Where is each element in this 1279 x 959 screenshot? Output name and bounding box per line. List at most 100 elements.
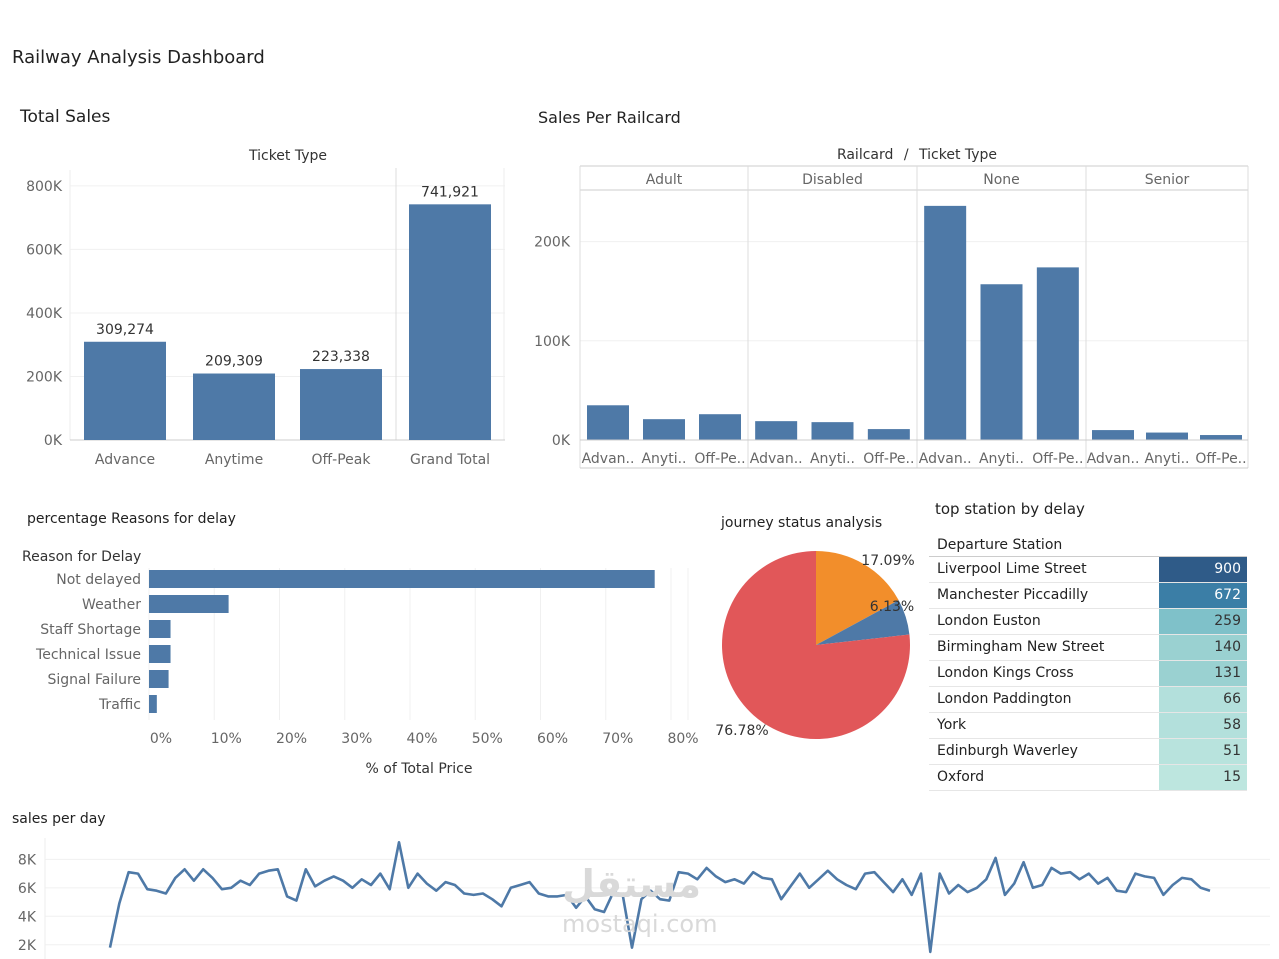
rc-bar[interactable] [1092, 430, 1134, 440]
ts-category-label: Grand Total [410, 452, 490, 468]
rc-category-label: Off-Pe.. [1032, 451, 1083, 467]
station-row[interactable]: Manchester Piccadilly 672 [929, 583, 1247, 609]
station-name: Birmingham New Street [937, 639, 1105, 655]
station-delay-value: 131 [1159, 661, 1247, 686]
dr-xtick: 0% [150, 731, 172, 747]
dr-xtick: 10% [211, 731, 242, 747]
rc-bar[interactable] [811, 422, 854, 440]
pie-label: 6.13% [870, 599, 914, 615]
rc-category-label: Advan.. [919, 451, 972, 467]
rc-category-label: Off-Pe.. [863, 451, 914, 467]
rc-bar[interactable] [1036, 267, 1079, 440]
departure-station-header: Departure Station [929, 532, 1247, 557]
ts-bar[interactable] [84, 341, 166, 440]
station-delay-value: 900 [1159, 557, 1247, 582]
rc-bar[interactable] [587, 405, 629, 440]
dr-xtick: 20% [276, 731, 307, 747]
rc-bar[interactable] [867, 429, 910, 440]
station-row[interactable]: Birmingham New Street 140 [929, 635, 1247, 661]
ts-value-label: 209,309 [205, 354, 263, 370]
ts-bar[interactable] [300, 369, 382, 440]
railcard-title: Sales Per Railcard [538, 108, 681, 127]
journey-status-title: journey status analysis [721, 515, 883, 531]
total-sales-title: Total Sales [20, 107, 111, 127]
dr-xtick: 50% [472, 731, 503, 747]
dr-xtick: 70% [602, 731, 633, 747]
rc-bar[interactable] [755, 421, 798, 440]
rc-category-label: Advan.. [582, 451, 635, 467]
rc-category-label: Off-Pe.. [694, 451, 745, 467]
dr-bar[interactable] [149, 595, 229, 613]
dr-xtick: 30% [341, 731, 372, 747]
rc-bar[interactable] [980, 284, 1023, 440]
dr-bar[interactable] [149, 695, 157, 713]
watermark-arabic: مستقل [562, 862, 701, 906]
station-delay-value: 58 [1159, 713, 1247, 738]
ts-ytick: 400K [26, 306, 63, 322]
ts-category-label: Anytime [205, 452, 263, 468]
railcard-header-a: Railcard [837, 147, 893, 163]
top-station-title: top station by delay [935, 500, 1085, 518]
rc-bar[interactable] [924, 205, 967, 440]
ticket-type-header: Ticket Type [248, 148, 327, 164]
station-row[interactable]: Oxford 15 [929, 765, 1247, 791]
total-sales-chart: Ticket Type 0K 200K 400K 600K 800K 309,274 Ad… [26, 148, 505, 468]
sd-ytick: 6K [18, 881, 37, 897]
rc-ytick: 200K [534, 235, 571, 251]
journey-pie: 17.09% 6.13% 76.78% [715, 551, 915, 739]
rc-bar[interactable] [1146, 432, 1188, 440]
station-delay-value: 15 [1159, 765, 1247, 790]
ts-bar[interactable] [409, 204, 491, 440]
dr-category-label: Technical Issue [35, 647, 141, 663]
dr-category-label: Traffic [98, 697, 141, 713]
dr-category-label: Weather [82, 597, 141, 613]
dr-bar[interactable] [149, 645, 171, 663]
station-name: Manchester Piccadilly [937, 587, 1089, 603]
rc-group-label: Disabled [802, 172, 863, 188]
station-row[interactable]: York 58 [929, 713, 1247, 739]
station-row[interactable]: Liverpool Lime Street 900 [929, 557, 1247, 583]
pie-label: 17.09% [861, 553, 914, 569]
sales-per-day-title: sales per day [12, 811, 106, 827]
station-name: Edinburgh Waverley [937, 743, 1078, 759]
pie-slice[interactable] [816, 600, 910, 645]
ts-ytick: 0K [44, 433, 63, 449]
ts-ytick: 200K [26, 369, 63, 385]
rc-group-label: Adult [646, 172, 683, 188]
station-name: Oxford [937, 769, 985, 785]
railcard-chart: Railcard / Ticket Type Adult Disabled None… [534, 147, 1249, 469]
station-row[interactable]: London Kings Cross 131 [929, 661, 1247, 687]
station-row[interactable]: London Paddington 66 [929, 687, 1247, 713]
ts-value-label: 309,274 [96, 322, 154, 338]
dr-bar[interactable] [149, 670, 169, 688]
rc-category-label: Anyti.. [810, 451, 855, 467]
station-delay-value: 140 [1159, 635, 1247, 660]
pie-slice[interactable] [722, 551, 910, 739]
rc-bar[interactable] [1200, 435, 1242, 440]
rc-category-label: Anyti.. [1144, 451, 1189, 467]
rc-ytick: 0K [552, 433, 571, 449]
rc-ytick: 100K [534, 334, 571, 350]
station-delay-value: 259 [1159, 609, 1247, 634]
dr-bar[interactable] [149, 570, 655, 588]
sales-per-day-chart: 2K 4K 6K 8K [18, 838, 1270, 959]
rc-category-label: Advan.. [750, 451, 803, 467]
sd-ytick: 4K [18, 909, 37, 925]
station-row[interactable]: London Euston 259 [929, 609, 1247, 635]
delay-reasons-title: percentage Reasons for delay [27, 511, 236, 527]
station-delay-value: 66 [1159, 687, 1247, 712]
dr-bar[interactable] [149, 620, 171, 638]
dashboard-title: Railway Analysis Dashboard [12, 47, 265, 68]
rc-category-label: Anyti.. [979, 451, 1024, 467]
dr-category-label: Not delayed [56, 572, 141, 588]
rc-bar[interactable] [699, 414, 741, 440]
rc-bar[interactable] [643, 419, 685, 440]
railcard-header-b: Ticket Type [918, 147, 997, 163]
ts-bar[interactable] [193, 373, 275, 440]
rc-category-label: Off-Pe.. [1195, 451, 1246, 467]
pie-label: 76.78% [715, 723, 768, 739]
station-name: London Kings Cross [937, 665, 1074, 681]
pie-slice[interactable] [816, 551, 899, 645]
railcard-header-sep: / [904, 147, 909, 163]
station-row[interactable]: Edinburgh Waverley 51 [929, 739, 1247, 765]
